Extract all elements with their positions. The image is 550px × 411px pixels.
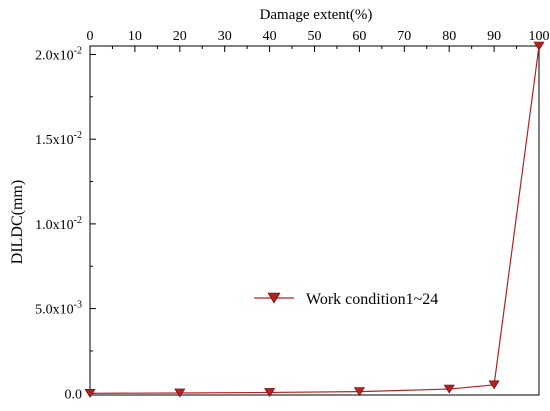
series-line — [89, 45, 540, 394]
data-point — [353, 387, 365, 397]
x-axis-label: Damage extent(%) — [260, 7, 373, 23]
x-tick-label: 70 — [397, 29, 411, 44]
x-tick-label: 100 — [529, 29, 550, 44]
y-tick-label: 2.0x10-2 — [35, 45, 82, 63]
data-point — [264, 388, 276, 398]
y-tick-label: 1.5x10-2 — [35, 130, 82, 148]
x-tick-label: 0 — [87, 29, 94, 44]
x-axis: 0 10 20 30 40 50 60 70 80 90 100 — [87, 29, 550, 52]
plot-area — [89, 45, 540, 396]
x-tick-label: 60 — [352, 29, 366, 44]
y-axis-label: DILDC(mm) — [9, 180, 26, 264]
x-tick-label: 90 — [487, 29, 501, 44]
data-point — [443, 384, 455, 394]
legend-marker — [267, 292, 281, 304]
y-axis: 0.0 5.0x10-3 1.0x10-2 1.5x10-2 2.0x10-2 — [35, 45, 96, 402]
y-tick-label: 0.0 — [65, 387, 83, 402]
data-point — [488, 380, 500, 390]
x-tick-label: 10 — [128, 29, 142, 44]
x-tick-label: 50 — [308, 29, 322, 44]
x-tick-label: 80 — [442, 29, 456, 44]
x-tick-label: 20 — [173, 29, 187, 44]
data-point — [84, 389, 96, 398]
series-layer — [84, 41, 545, 398]
y-tick-label: 1.0x10-2 — [35, 215, 82, 233]
x-tick-label: 40 — [263, 29, 277, 44]
data-point — [174, 388, 186, 398]
data-point — [533, 41, 545, 51]
legend-label: Work condition1~24 — [306, 291, 438, 308]
x-tick-label: 30 — [218, 29, 232, 44]
plot-frame — [89, 45, 540, 396]
y-tick-label: 5.0x10-3 — [35, 300, 82, 318]
legend: Work condition1~24 — [254, 291, 438, 308]
